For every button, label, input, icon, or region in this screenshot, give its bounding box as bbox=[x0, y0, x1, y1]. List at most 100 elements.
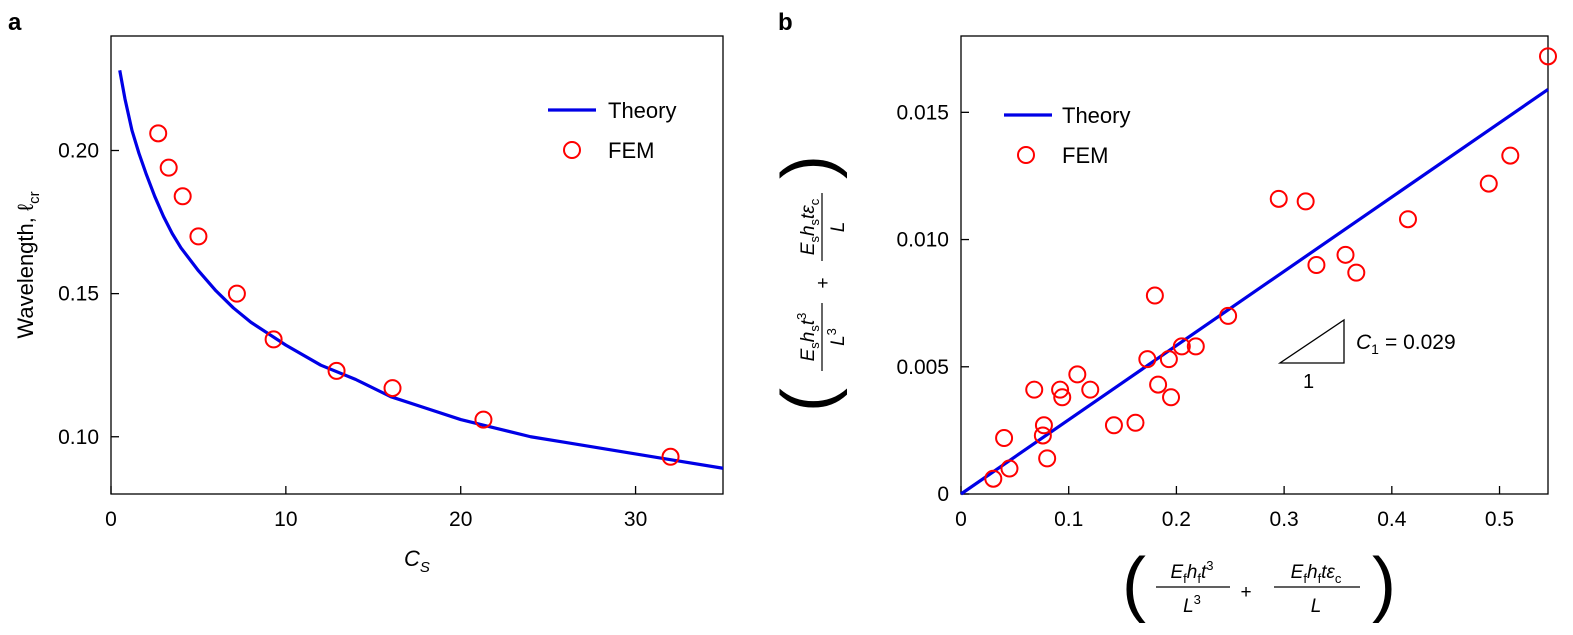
svg-text:+: + bbox=[813, 277, 834, 288]
fem-point bbox=[474, 410, 493, 429]
panel-b-y-ticks: 0 0.005 0.010 0.015 bbox=[896, 101, 969, 506]
fem-point bbox=[1296, 192, 1315, 211]
panel-label-a: a bbox=[8, 9, 22, 36]
fem-point bbox=[1033, 426, 1052, 445]
panel-a-chart: 0 10 20 30 0.10 0.15 0.20 Theory FEM Waveleng… bbox=[13, 35, 724, 576]
svg-text:+: + bbox=[1240, 582, 1251, 603]
x-tick-label: 0.2 bbox=[1162, 508, 1191, 531]
fem-point bbox=[1053, 388, 1072, 407]
y-tick-label: 0.010 bbox=[896, 229, 949, 252]
panel-b-legend: Theory FEM bbox=[1004, 103, 1130, 168]
fem-point bbox=[1307, 256, 1326, 274]
fem-point bbox=[661, 447, 680, 466]
y-tick-label: 0.015 bbox=[896, 101, 949, 124]
fem-point bbox=[1051, 380, 1070, 399]
svg-text:(: ( bbox=[1122, 544, 1146, 624]
legend-fem-label-b: FEM bbox=[1062, 143, 1108, 168]
svg-text:L: L bbox=[1311, 596, 1322, 617]
fem-point bbox=[327, 361, 346, 380]
panel-b-y-axis-title: ( Eshst3 L3 + Eshstεc L ) bbox=[768, 155, 849, 412]
x-tick-label: 0.3 bbox=[1270, 508, 1299, 531]
fem-point bbox=[1000, 459, 1019, 478]
fem-point bbox=[1104, 416, 1123, 435]
x-tick-label: 20 bbox=[449, 508, 472, 531]
y-tick-label: 0.10 bbox=[58, 426, 99, 449]
panel-b-x-ticks: 0 0.1 0.2 0.3 0.4 0.5 bbox=[955, 486, 1514, 531]
panel-b-frame bbox=[960, 35, 1549, 495]
panel-a-frame bbox=[110, 35, 724, 495]
panel-a-series bbox=[118, 70, 724, 470]
fem-point bbox=[1068, 365, 1087, 384]
svg-text:Eshstεc: Eshstεc bbox=[798, 198, 822, 255]
fem-point bbox=[984, 469, 1003, 488]
y-tick-label: 0.005 bbox=[896, 356, 949, 379]
svg-text:L: L bbox=[828, 222, 849, 233]
fem-point bbox=[1159, 350, 1178, 369]
fem-point bbox=[1162, 388, 1181, 407]
fem-point bbox=[264, 330, 283, 349]
panel-a-legend: Theory FEM bbox=[548, 98, 676, 163]
fem-point bbox=[1539, 47, 1557, 66]
y-tick-label: 0.15 bbox=[58, 283, 99, 306]
panel-b-x-axis-title: ( Efhft3 L3 + Efhftεc L ) bbox=[1122, 544, 1396, 624]
fem-point bbox=[1336, 245, 1355, 264]
panel-label-b: b bbox=[778, 9, 793, 36]
fem-point bbox=[1145, 286, 1164, 305]
panel-a-x-ticks: 0 10 20 30 bbox=[105, 486, 647, 531]
x-tick-label: 0.4 bbox=[1377, 508, 1407, 531]
fem-point bbox=[227, 284, 246, 303]
panel-a-x-axis-title: CS bbox=[404, 546, 430, 576]
svg-text:(: ( bbox=[768, 388, 848, 412]
fem-point bbox=[1038, 449, 1057, 468]
x-tick-label: 10 bbox=[274, 508, 297, 531]
fem-point bbox=[383, 379, 402, 398]
x-tick-label: 0 bbox=[105, 508, 117, 531]
fem-point bbox=[1219, 306, 1238, 325]
fem-point bbox=[1149, 375, 1168, 394]
fem-point bbox=[1081, 380, 1100, 399]
legend-theory-label-a: Theory bbox=[608, 98, 676, 123]
legend-fem-swatch-a bbox=[563, 141, 581, 159]
fem-point bbox=[189, 227, 208, 246]
fem-point bbox=[1269, 189, 1288, 208]
fem-point bbox=[1347, 263, 1366, 282]
legend-theory-label-b: Theory bbox=[1062, 103, 1130, 128]
fem-point bbox=[995, 429, 1014, 448]
fem-point bbox=[159, 158, 178, 177]
x-tick-label: 0.1 bbox=[1054, 508, 1083, 531]
x-tick-label: 0 bbox=[955, 508, 967, 531]
slope-triangle-shape bbox=[1277, 318, 1345, 364]
x-tick-label: 30 bbox=[624, 508, 647, 531]
fem-point bbox=[149, 124, 168, 143]
slope-one-label: 1 bbox=[1303, 371, 1314, 393]
y-tick-label: 0.20 bbox=[58, 140, 99, 163]
x-tick-label: 0.5 bbox=[1485, 508, 1514, 531]
fem-point bbox=[1398, 210, 1417, 229]
fem-point bbox=[1138, 350, 1157, 369]
c1-annotation: C1 = 0.029 bbox=[1356, 331, 1456, 357]
svg-text:): ) bbox=[1372, 544, 1396, 624]
slope-triangle: 1 C1 = 0.029 bbox=[1277, 318, 1456, 393]
svg-text:Efhft3: Efhft3 bbox=[1170, 558, 1213, 586]
fem-point bbox=[173, 187, 192, 206]
panel-b-chart: 0 0.1 0.2 0.3 0.4 0.5 0 0.005 0.010 0.015 Theory… bbox=[768, 35, 1557, 624]
svg-text:L3: L3 bbox=[824, 328, 849, 346]
legend-fem-label-a: FEM bbox=[608, 138, 654, 163]
legend-fem-swatch-b bbox=[1017, 146, 1035, 164]
fem-point bbox=[1501, 146, 1520, 165]
y-tick-label: 0 bbox=[937, 483, 949, 506]
svg-text:L3: L3 bbox=[1183, 592, 1201, 617]
svg-text:Eshst3: Eshst3 bbox=[794, 313, 822, 362]
panel-b-series bbox=[960, 47, 1557, 496]
fem-point bbox=[1126, 413, 1145, 432]
theory-line bbox=[118, 70, 724, 470]
panel-a-y-axis-title: Wavelength, ℓcr bbox=[13, 191, 43, 338]
fem-point bbox=[1025, 380, 1044, 399]
svg-text:): ) bbox=[768, 155, 848, 179]
fem-point bbox=[1186, 337, 1205, 356]
theory-line bbox=[960, 88, 1549, 496]
svg-text:Efhftεc: Efhftεc bbox=[1291, 562, 1342, 586]
fem-point bbox=[1172, 337, 1191, 356]
panel-a-y-ticks: 0.10 0.15 0.20 bbox=[58, 140, 119, 449]
